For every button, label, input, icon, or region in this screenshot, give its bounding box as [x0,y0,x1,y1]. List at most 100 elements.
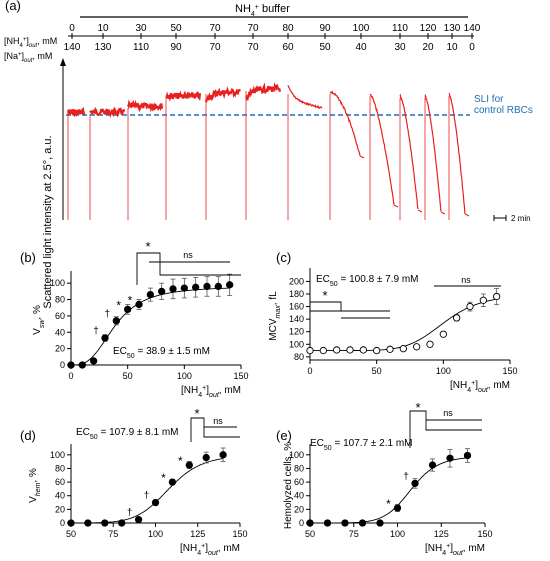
panel-b: (b) 0 50 100 150 0 20 40 60 80 100 † † * * EC50 = 38.9 … [20,239,249,399]
nh4-value: 80 [282,23,294,34]
trace-tail [440,211,446,215]
significance-star: * [386,497,391,511]
na-value: 60 [282,42,294,53]
trace-tail [359,155,365,159]
ns-bracket-label: ns [443,408,453,418]
data-point [168,478,177,486]
star-bracket-label: * [322,288,327,303]
data-point [386,345,394,353]
x-tick-label: 150 [502,366,517,376]
nh4-value: 50 [170,23,182,34]
data-point [84,519,92,527]
significance-star: * [178,454,183,468]
star-bracket [409,410,427,448]
panel-e-xlabel: [NH4+]out, mM [425,543,485,557]
panel-c-ec50: EC50 = 100.8 ± 7.9 mM [316,274,419,288]
data-point [192,283,200,291]
data-point [219,451,227,459]
trace-tail [464,213,470,217]
panel-e-fit-curve [310,457,468,524]
x-tick-label: 150 [477,529,492,539]
y-tick-label: 100 [50,450,65,460]
data-point [134,515,143,524]
na-value: 90 [170,42,182,53]
x-tick-label: 75 [349,529,359,539]
trace-8 [369,93,395,205]
data-point [90,357,98,365]
data-point [101,334,109,342]
data-point [323,519,332,527]
nh4-value: 10 [97,23,109,34]
na-value: 70 [209,42,221,53]
panel-a-yaxis-arrow [60,58,66,66]
trace-tail [417,209,423,213]
y-tick-label: 120 [289,327,304,337]
nh4-value: 30 [135,23,147,34]
x-tick-label: 125 [190,529,205,539]
nh4-value: 100 [353,23,370,34]
panel-a: (a) NH4+ buffer [NH4+]out, mM [Na+]out, … [4,0,533,309]
y-tick-label: 60 [294,477,304,487]
nh4-value: 90 [319,23,331,34]
x-tick-label: 150 [233,371,248,381]
panel-d-xlabel: [NH4+]out, mM [180,543,240,557]
trace-5 [245,82,282,101]
panel-b-ec50: EC50 = 38.9 ± 1.5 mM [113,346,210,360]
y-tick-label: 40 [55,327,65,337]
y-tick-label: 0 [60,518,65,528]
data-point [439,330,447,338]
panel-d-ylabel: Vhem, % [28,468,42,503]
data-point [373,346,381,355]
panel-b-ylabel: Vsw, % [32,305,46,335]
panel-e-ylabel: Hemolyzed cells, % [283,442,294,529]
na-value: 10 [446,42,458,53]
x-tick-label: 100 [390,529,405,539]
x-tick-label: 75 [108,529,118,539]
data-point [399,345,407,353]
ns-bracket-drop [425,420,482,431]
data-point [333,346,341,354]
star-bracket-label: * [415,400,420,415]
panel-c: (c) 0 50 100 150 80 100 120 140 160 180 200 EC50 = 1… [268,250,518,394]
nh4-value: 0 [69,23,75,34]
y-tick-label: 140 [289,314,304,324]
scale-bar-label: 2 min [511,214,531,223]
y-tick-label: 60 [55,477,65,487]
x-tick-label: 150 [232,529,247,539]
data-point [67,519,75,527]
data-point [376,519,384,527]
data-point [493,292,501,301]
ns-bracket-label: ns [461,275,471,285]
y-tick-label: 100 [289,339,304,349]
nh4-row-label: [NH4+]out, mM [4,36,57,49]
data-point [158,287,166,296]
star-bracket [310,301,390,312]
data-point [306,519,314,527]
x-tick-label: 50 [66,529,76,539]
data-point [112,317,120,325]
star-bracket [136,252,161,285]
panel-c-xlabel: [NH4+]out, mM [450,380,510,394]
data-point [428,461,437,469]
data-point [169,285,177,293]
data-point [151,498,160,507]
panel-e-label: (e) [276,428,292,443]
x-tick-label: 0 [307,366,312,376]
panel-e-ec50: EC50 = 107.7 ± 2.1 mM [310,438,413,452]
y-tick-label: 0 [60,360,65,370]
y-tick-label: 80 [55,295,65,305]
x-tick-label: 125 [434,529,449,539]
y-tick-label: 80 [294,352,304,362]
panel-d-label: (d) [20,428,36,443]
data-point [463,451,472,460]
trace-2 [127,99,164,113]
trace-9 [399,93,419,210]
data-point [411,479,419,488]
star-bracket-label: * [145,239,150,254]
na-row-label: [Na+]out, mM [4,51,52,64]
x-tick-label: 0 [68,371,73,381]
data-point [466,302,474,311]
x-tick-label: 50 [372,366,382,376]
trace-11 [448,92,466,215]
